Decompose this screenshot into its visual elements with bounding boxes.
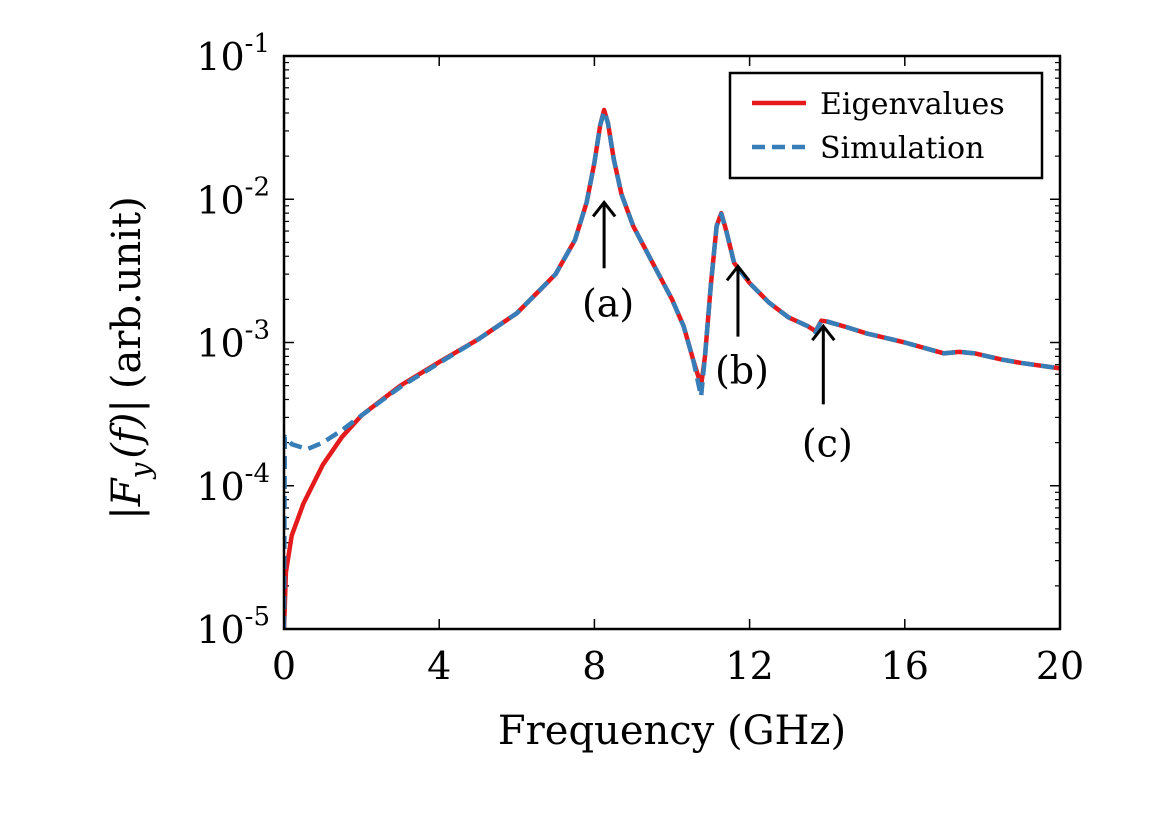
y-tick-label-base: 10 xyxy=(196,465,244,509)
x-tick-label: 4 xyxy=(427,644,451,688)
y-tick-label: 10-2 xyxy=(196,172,270,222)
y-tick-label-exponent: -2 xyxy=(245,172,270,202)
y-tick-labels: 10-510-410-310-210-1 xyxy=(196,29,270,652)
y-tick-label: 10-3 xyxy=(196,316,270,366)
y-tick-label-base: 10 xyxy=(196,35,244,79)
annotation-arrow-head xyxy=(811,323,836,342)
y-tick-label-base: 10 xyxy=(196,178,244,222)
x-axis-title: Frequency (GHz) xyxy=(498,708,846,754)
y-axis-title-argument: (f) xyxy=(104,413,150,459)
y-axis-title-close-bar: | xyxy=(104,399,150,412)
y-tick-label: 10-1 xyxy=(196,29,270,79)
y-axis-title-open-bar: | xyxy=(104,506,150,519)
legend: Eigenvalues Simulation xyxy=(728,71,1044,180)
annotation-arrow-head xyxy=(725,263,751,282)
annotation-label: (b) xyxy=(715,348,769,392)
y-tick-label-exponent: -3 xyxy=(245,316,270,346)
legend-label-simulation: Simulation xyxy=(820,131,984,166)
legend-label-eigenvalues: Eigenvalues xyxy=(820,87,1005,122)
y-tick-label: 10-5 xyxy=(196,602,270,652)
x-tick-label: 0 xyxy=(272,644,296,688)
x-tick-label: 8 xyxy=(582,644,606,688)
annotations: (a) (b) (c) xyxy=(582,200,853,466)
y-axis-title-unit: (arb.unit) xyxy=(104,196,150,389)
y-tick-label-exponent: -5 xyxy=(245,602,270,632)
x-tick-label: 16 xyxy=(881,644,929,688)
plot-frame xyxy=(282,54,1062,631)
y-tick-label-exponent: -4 xyxy=(245,459,270,489)
x-tick-label: 20 xyxy=(1036,644,1084,688)
y-tick-label: 10-4 xyxy=(196,459,270,509)
annotation-label: (c) xyxy=(802,422,853,466)
y-axis-title-subscript: y xyxy=(124,461,157,480)
x-tick-labels: 0 4 8 12 16 20 xyxy=(272,644,1084,688)
x-tick-label: 12 xyxy=(725,644,773,688)
legend-box xyxy=(728,71,1044,180)
y-tick-label-base: 10 xyxy=(196,608,244,652)
y-axis-title-symbol: F xyxy=(104,477,150,507)
series-line-simulation xyxy=(284,109,1060,629)
annotation-label: (a) xyxy=(582,282,634,326)
y-axis-title: |Fy(f)|(arb.unit) xyxy=(104,196,157,519)
annotation-arrow-head xyxy=(591,200,617,218)
y-tick-label-exponent: -1 xyxy=(245,29,270,59)
y-tick-label-base: 10 xyxy=(196,322,244,366)
